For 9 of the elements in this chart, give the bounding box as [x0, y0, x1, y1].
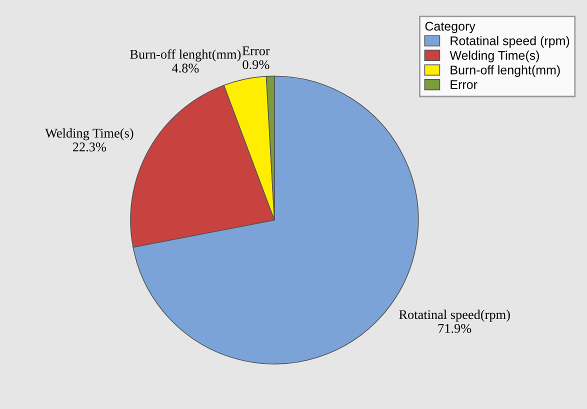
data-label: Error 0.9% — [242, 46, 270, 70]
legend-title: Category — [425, 22, 476, 34]
data-label: Rotatinal speed(rpm) 71.9% — [399, 310, 510, 333]
legend-label: Welding Time(s) — [450, 50, 539, 62]
data-label: Welding Time(s) 22.3% — [45, 128, 134, 152]
legend-label: Rotatinal speed (rpm) — [450, 36, 570, 48]
data-label: Burn-off lenght(mm) 4.8% — [130, 49, 241, 73]
legend-label: Error — [450, 80, 478, 90]
legend-label: Burn-off lenght(mm) — [450, 65, 560, 77]
